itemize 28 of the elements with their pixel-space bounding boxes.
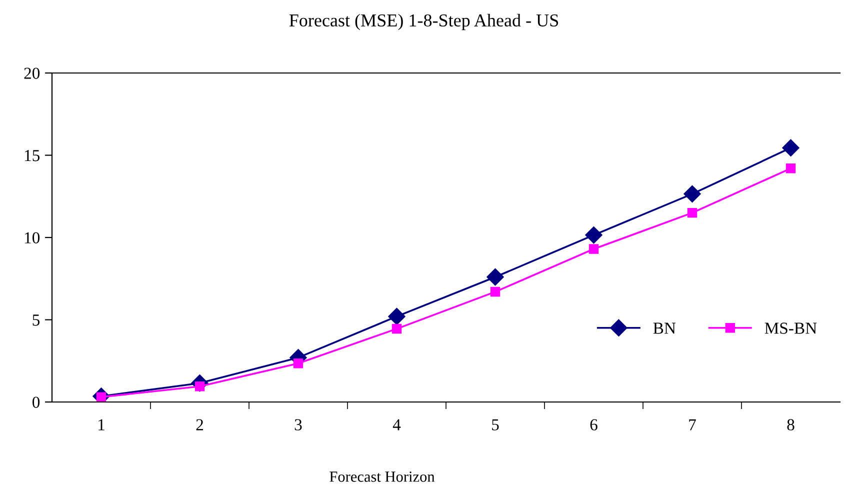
x-tick-label: 2	[196, 419, 203, 430]
point	[388, 308, 406, 326]
x-tick-label: 7	[689, 419, 696, 430]
legend-label: BN	[653, 322, 676, 334]
point	[684, 185, 701, 202]
point	[687, 208, 698, 218]
x-tick-label: 5	[492, 419, 499, 430]
y-tick-label: 10	[24, 232, 40, 244]
legend-label: MS-BN	[764, 322, 817, 334]
point	[486, 268, 504, 286]
x-axis-title: Forecast Horizon	[330, 472, 435, 482]
y-tick-label: 5	[32, 314, 40, 326]
chart-title: Forecast (MSE) 1-8-Step Ahead - US	[289, 14, 558, 30]
point	[392, 324, 402, 334]
y-tick-label: 0	[32, 396, 40, 408]
x-tick-label: 8	[787, 419, 794, 430]
y-tick-label: 15	[24, 150, 40, 162]
point	[490, 286, 500, 297]
x-tick-label: 1	[98, 419, 104, 430]
x-tick-label: 4	[392, 419, 401, 430]
point	[786, 164, 796, 174]
x-tick-label: 6	[590, 419, 598, 430]
point	[293, 358, 304, 368]
y-tick-label: 20	[24, 68, 40, 79]
point	[588, 244, 599, 254]
point	[782, 139, 800, 156]
point	[585, 226, 602, 244]
x-tick-label: 3	[294, 419, 302, 430]
